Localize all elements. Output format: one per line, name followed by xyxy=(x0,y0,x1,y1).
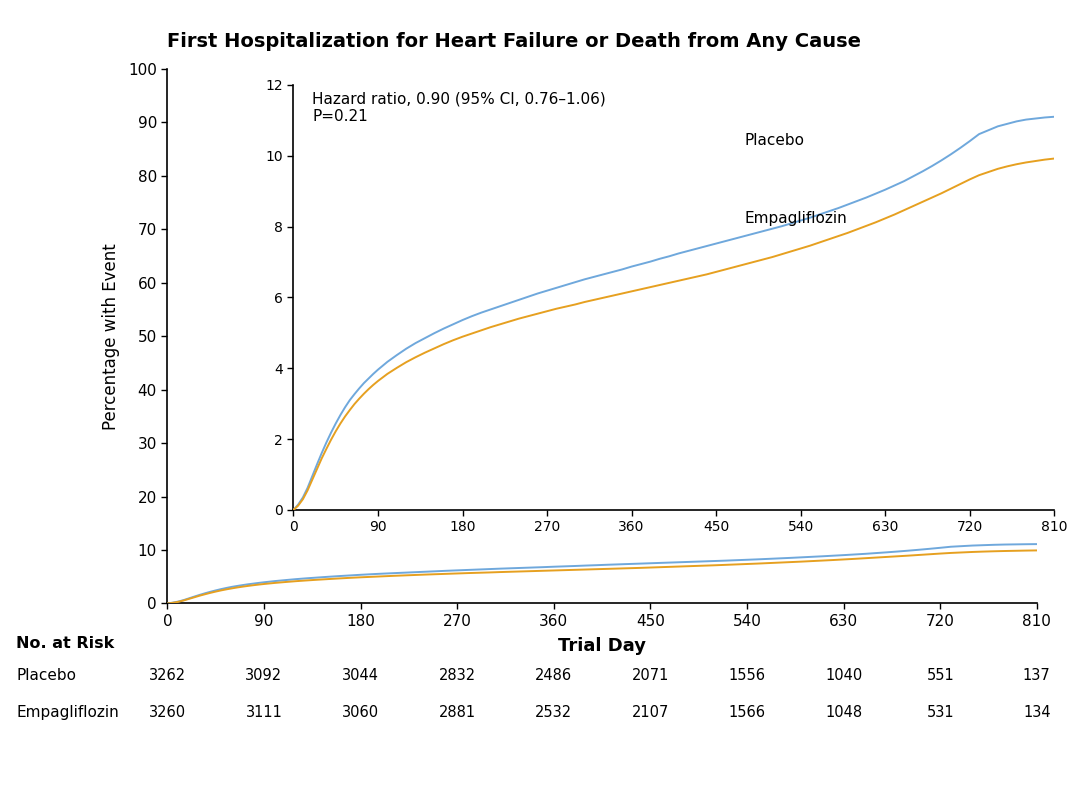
Text: 3092: 3092 xyxy=(245,668,283,684)
Text: 2832: 2832 xyxy=(438,668,476,684)
Text: Placebo: Placebo xyxy=(744,133,805,148)
Text: 1556: 1556 xyxy=(729,668,766,684)
Text: 3044: 3044 xyxy=(342,668,379,684)
Text: Placebo: Placebo xyxy=(16,668,77,684)
Text: Empagliflozin: Empagliflozin xyxy=(744,211,847,226)
Text: 551: 551 xyxy=(927,668,954,684)
Text: 2071: 2071 xyxy=(632,668,670,684)
Text: 2107: 2107 xyxy=(632,705,670,720)
Text: 3060: 3060 xyxy=(342,705,379,720)
Text: 3262: 3262 xyxy=(149,668,186,684)
Text: 1048: 1048 xyxy=(825,705,862,720)
Text: 531: 531 xyxy=(927,705,954,720)
Text: 2486: 2486 xyxy=(536,668,572,684)
Text: 2881: 2881 xyxy=(438,705,476,720)
X-axis label: Trial Day: Trial Day xyxy=(558,637,646,655)
Text: Hazard ratio, 0.90 (95% CI, 0.76–1.06)
P=0.21: Hazard ratio, 0.90 (95% CI, 0.76–1.06) P… xyxy=(312,92,606,124)
Text: 2532: 2532 xyxy=(536,705,572,720)
Text: 137: 137 xyxy=(1023,668,1051,684)
Text: Empagliflozin: Empagliflozin xyxy=(16,705,119,720)
Text: 3260: 3260 xyxy=(149,705,186,720)
Text: 3111: 3111 xyxy=(245,705,283,720)
Text: First Hospitalization for Heart Failure or Death from Any Cause: First Hospitalization for Heart Failure … xyxy=(167,32,862,51)
Y-axis label: Percentage with Event: Percentage with Event xyxy=(102,243,120,429)
Text: 1566: 1566 xyxy=(729,705,766,720)
Text: No. at Risk: No. at Risk xyxy=(16,636,114,651)
Text: 1040: 1040 xyxy=(825,668,862,684)
Text: 134: 134 xyxy=(1023,705,1051,720)
